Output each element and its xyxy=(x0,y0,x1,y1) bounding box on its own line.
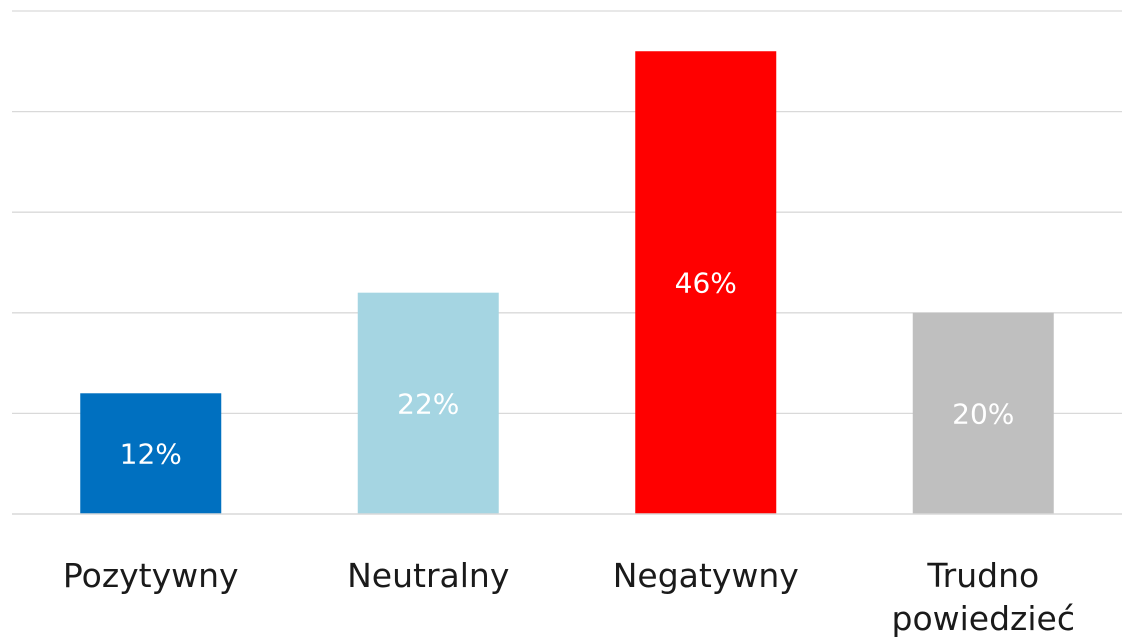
category-label: Trudno powiedzieć xyxy=(892,556,1075,638)
bars xyxy=(80,51,1054,515)
category-label: Negatywny xyxy=(613,556,799,595)
category-label-line: powiedzieć xyxy=(892,599,1075,638)
bar-value-label: 20% xyxy=(952,397,1014,430)
category-label-line: Trudno xyxy=(926,556,1039,595)
category-label-line: Negatywny xyxy=(613,556,799,595)
category-label: Pozytywny xyxy=(63,556,239,595)
bar-value-labels: 12% 22% 46% 20% xyxy=(120,267,1015,471)
bar xyxy=(80,393,222,514)
category-label-line: Neutralny xyxy=(347,556,509,595)
category-label-line: Pozytywny xyxy=(63,556,239,595)
bar xyxy=(357,292,499,514)
category-label: Neutralny xyxy=(347,556,509,595)
category-labels: Pozytywny Neutralny Negatywny Trudno powiedz… xyxy=(63,556,1075,638)
bar xyxy=(635,51,777,515)
bar xyxy=(912,312,1054,514)
bar-value-label: 12% xyxy=(120,438,182,471)
bar-value-label: 22% xyxy=(397,387,459,420)
bar-value-label: 46% xyxy=(675,267,737,300)
